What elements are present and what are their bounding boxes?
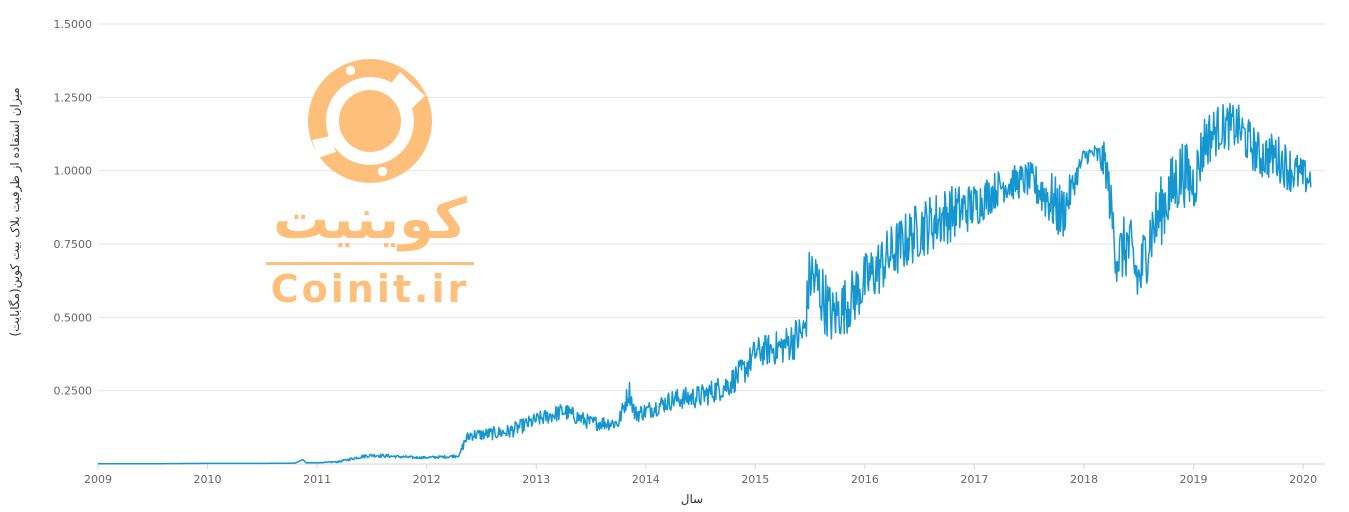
- x-tick-label: 2010: [194, 473, 222, 486]
- y-tick-label: 1.0000: [54, 165, 93, 178]
- x-tick-label: 2015: [741, 473, 769, 486]
- x-tick-label: 2019: [1180, 473, 1208, 486]
- watermark-brand-fa: کوینیت: [273, 187, 467, 252]
- grid-lines: [98, 23, 1325, 392]
- x-tick-label: 2011: [303, 473, 331, 486]
- x-tick-label: 2016: [851, 473, 879, 486]
- y-tick-label: 0.2500: [54, 385, 93, 398]
- y-tick-label: 1.5000: [54, 18, 93, 31]
- x-tick-label: 2014: [632, 473, 660, 486]
- y-axis-ticks: 0.2500 0.5000 0.7500 1.0000 1.2500 1.5000: [54, 18, 93, 398]
- y-tick-label: 1.2500: [54, 91, 93, 104]
- watermark-divider: [266, 262, 474, 265]
- watermark-brand-en: Coinit.ir: [271, 267, 469, 311]
- x-axis-ticks: 2009 2010 2011 2012 2013 2014 2015 2016 2017 2018…: [84, 464, 1317, 486]
- y-tick-label: 0.7500: [54, 238, 93, 251]
- coinit-logo-icon: [308, 59, 432, 183]
- x-tick-label: 2013: [522, 473, 550, 486]
- x-axis-title: سال: [681, 492, 703, 506]
- x-tick-label: 2009: [84, 473, 112, 486]
- x-tick-label: 2012: [413, 473, 441, 486]
- series-line: [97, 102, 1312, 465]
- y-tick-label: 0.5000: [54, 311, 93, 324]
- coinit-watermark: کوینیت Coinit.ir: [266, 59, 474, 311]
- y-axis-title: میزان استفاده از ظرفیت بلاک بیت کوین(مگا…: [8, 87, 23, 336]
- x-tick-label: 2020: [1289, 473, 1317, 486]
- x-tick-label: 2018: [1070, 473, 1098, 486]
- x-tick-label: 2017: [960, 473, 988, 486]
